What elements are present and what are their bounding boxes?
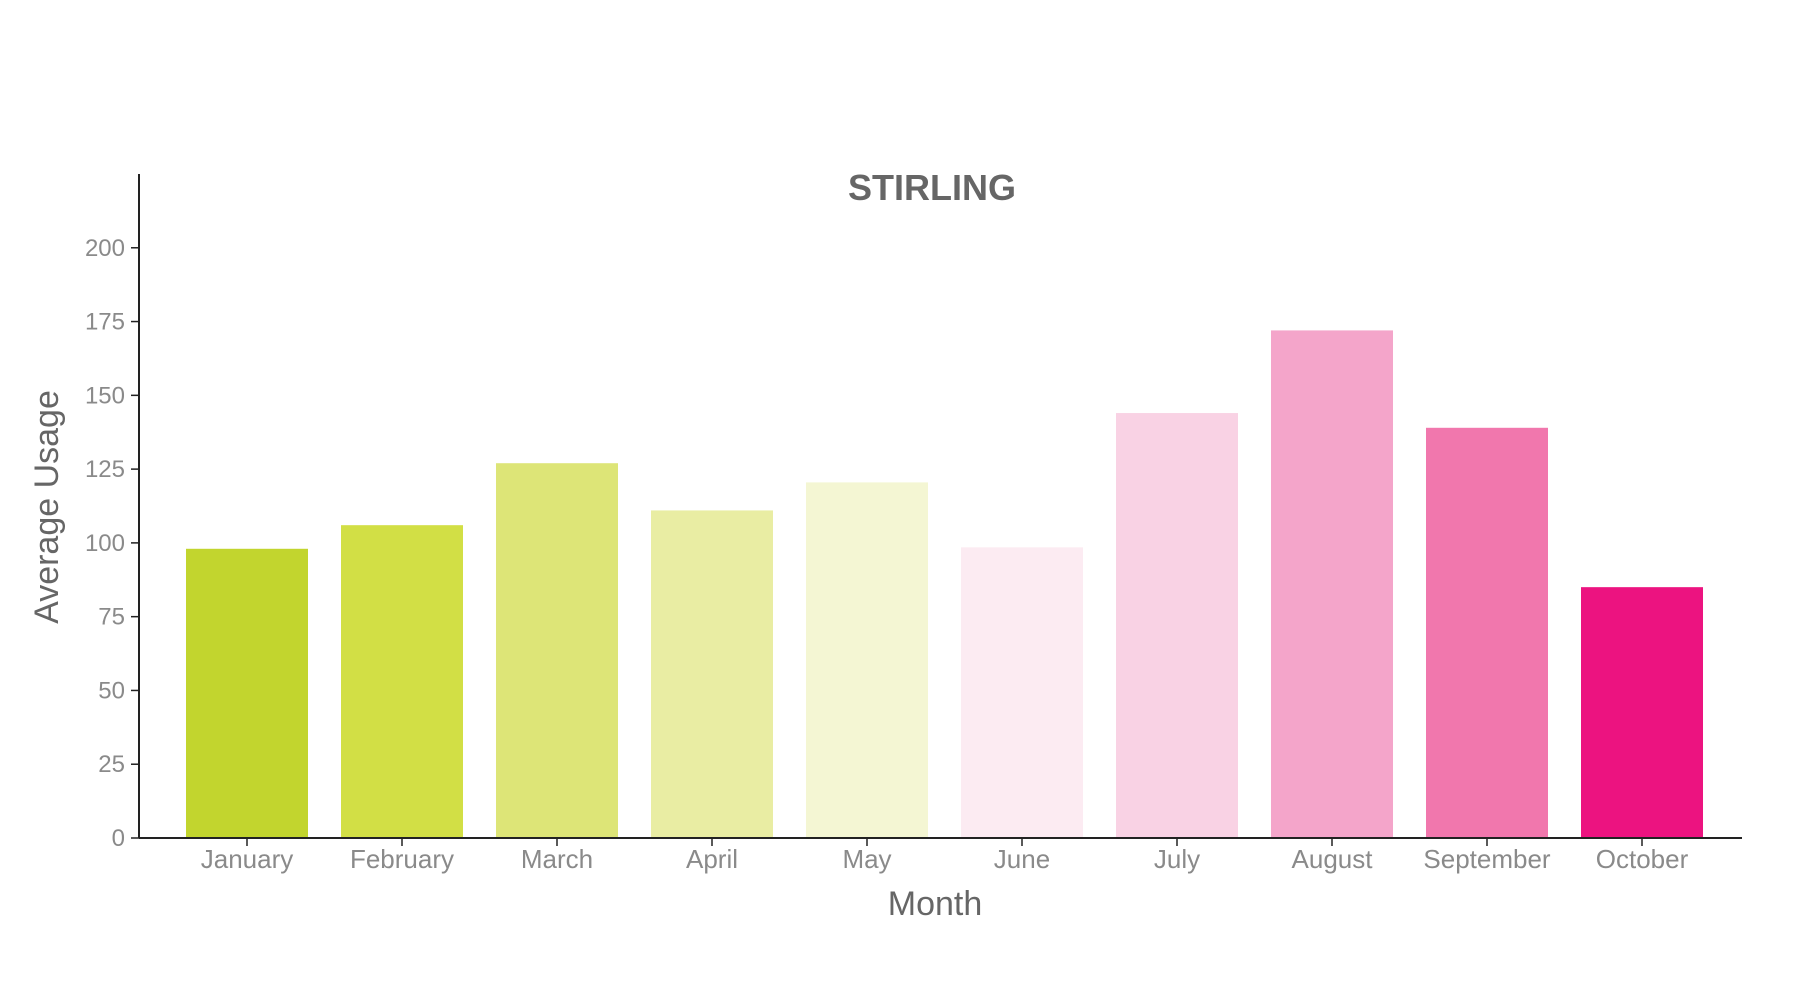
x-tick-label: February bbox=[350, 844, 454, 874]
y-tick-label: 75 bbox=[98, 604, 125, 631]
x-axis-ticks: January February March April May June July Augu… bbox=[201, 838, 1689, 874]
x-tick-label: August bbox=[1292, 844, 1374, 874]
bar-january bbox=[186, 548, 308, 838]
bar-october bbox=[1581, 587, 1703, 838]
bar-may bbox=[806, 482, 928, 838]
x-tick-label: July bbox=[1154, 844, 1200, 874]
y-tick-label: 100 bbox=[85, 530, 125, 557]
bar-february bbox=[341, 525, 463, 838]
bars-layer bbox=[186, 330, 1703, 838]
y-tick-label: 150 bbox=[85, 382, 125, 409]
x-axis-title: Month bbox=[888, 885, 983, 923]
bar-august bbox=[1271, 330, 1393, 838]
x-tick-label: March bbox=[521, 844, 593, 874]
y-tick-label: 200 bbox=[85, 235, 125, 262]
y-tick-label: 0 bbox=[112, 825, 125, 852]
y-tick-label: 25 bbox=[98, 751, 125, 778]
x-tick-label: May bbox=[842, 844, 891, 874]
bar-july bbox=[1116, 413, 1238, 838]
x-tick-label: September bbox=[1423, 844, 1551, 874]
y-axis-ticks: 0 25 50 75 100 125 150 175 200 bbox=[85, 235, 139, 852]
x-tick-label: October bbox=[1596, 844, 1689, 874]
y-tick-label: 175 bbox=[85, 309, 125, 336]
bar-september bbox=[1426, 427, 1548, 838]
chart-title: STIRLING bbox=[848, 167, 1016, 208]
y-tick-label: 125 bbox=[85, 456, 125, 483]
x-tick-label: April bbox=[686, 844, 738, 874]
x-tick-label: June bbox=[994, 844, 1050, 874]
bar-june bbox=[961, 547, 1083, 838]
bar-march bbox=[496, 463, 618, 838]
y-tick-label: 50 bbox=[98, 677, 125, 704]
y-axis-title: Average Usage bbox=[28, 390, 66, 624]
x-tick-label: January bbox=[201, 844, 294, 874]
bar-april bbox=[651, 510, 773, 838]
